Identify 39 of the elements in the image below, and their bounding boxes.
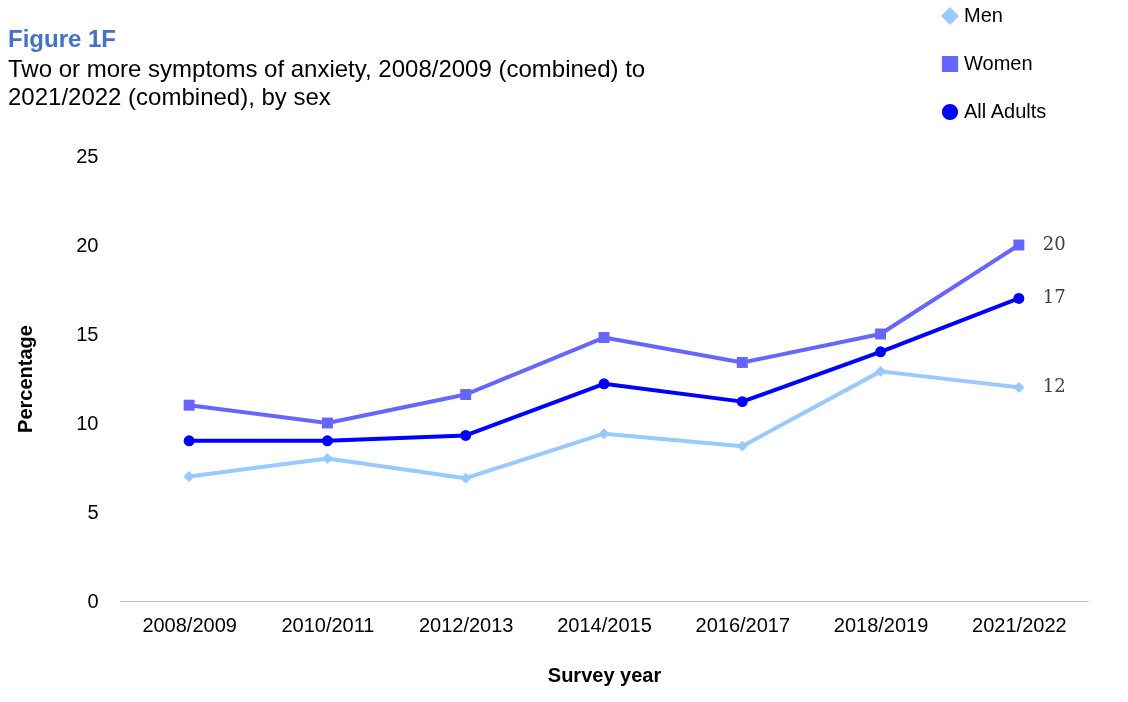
point [321,435,333,447]
x-axis-title: Survey year [547,663,662,686]
point [736,357,748,368]
point [598,378,610,390]
legend-label: Men [964,4,1003,26]
legend-label: All Adults [964,100,1047,122]
point [736,396,748,408]
chart-title: Figure 1F [8,25,117,52]
y-tick-label: 20 [76,233,99,256]
x-tick-label: 2010/2011 [281,613,375,636]
point [460,429,472,441]
point [875,328,887,340]
point [1013,239,1025,251]
point [1013,292,1025,304]
y-tick-label: 15 [76,322,99,345]
point [183,399,195,411]
y-tick-label: 0 [87,589,99,612]
point [875,346,887,358]
chart-subtitle: Two or more symptoms of anxiety, 2008/2009 (combined) to 2021/2022 (combined), by sex [8,55,646,110]
point [321,417,333,429]
x-tick-label: 2014/2015 [557,613,652,636]
point [1013,381,1025,393]
point [598,332,610,344]
legend-label: Women [964,52,1033,74]
x-tick-label: 2018/2019 [833,613,929,636]
y-tick-label: 25 [76,144,99,167]
x-tick-label: 2016/2017 [695,613,791,636]
point [183,435,195,447]
data-label: 12 [1042,375,1066,397]
point [460,389,472,400]
x-tick-label: 2008/2009 [142,613,237,636]
y-tick-label: 10 [76,411,99,434]
y-tick-label: 5 [87,500,99,523]
y-axis-title: Percentage [14,325,37,433]
data-label: 20 [1042,233,1066,254]
data-label: 17 [1042,286,1066,308]
x-tick-label: 2012/2013 [418,613,514,636]
point [460,472,472,484]
x-tick-label: 2021/2022 [972,613,1067,636]
